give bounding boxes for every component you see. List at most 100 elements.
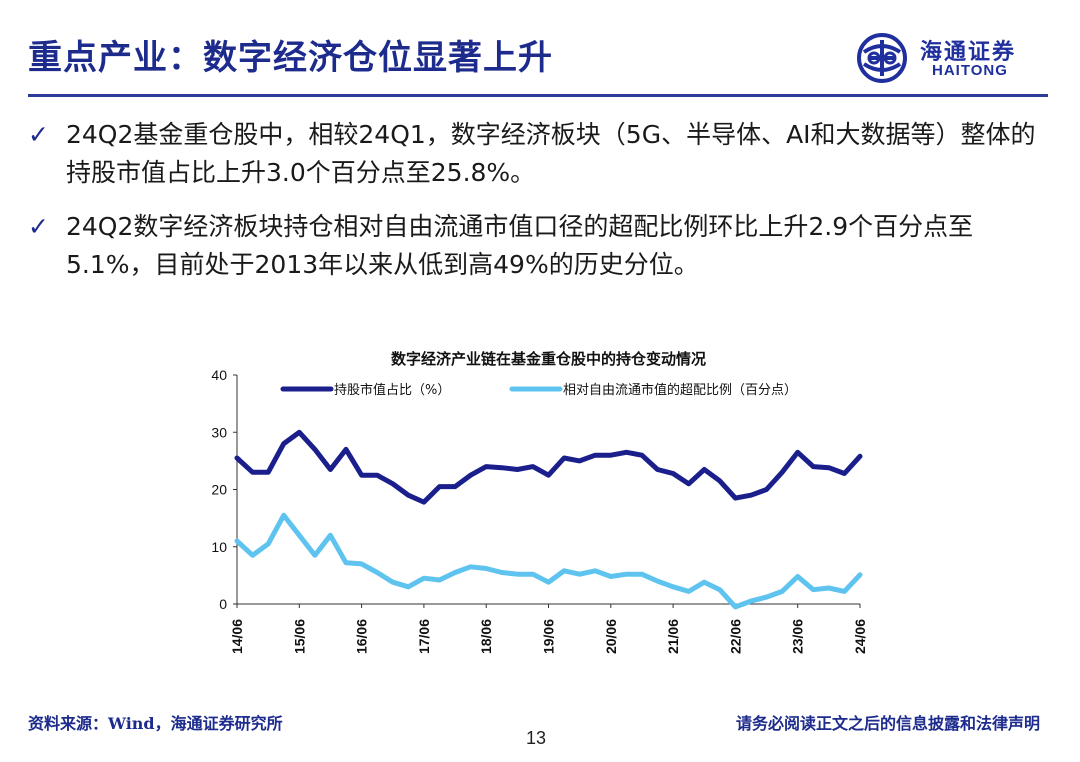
bullet-text: 24Q2数字经济板块持仓相对自由流通市值口径的超配比例环比上升2.9个百分点至5…	[66, 212, 974, 279]
data-point-series-1	[344, 447, 348, 452]
series-line-2	[234, 512, 863, 610]
series-line-1	[234, 429, 863, 505]
page-number: 13	[526, 728, 547, 748]
page-title: 重点产业：数字经济仓位显著上升	[28, 38, 553, 78]
data-point-series-2	[624, 572, 628, 576]
data-point-series-1	[811, 465, 815, 469]
data-point-series-2	[266, 542, 270, 546]
data-point-series-1	[484, 465, 488, 469]
legend-label-1: 持股市值占比（%）	[334, 382, 450, 398]
data-point-series-1	[437, 485, 442, 489]
data-point-series-1	[391, 482, 395, 486]
data-point-series-2	[702, 580, 706, 584]
data-point-series-2	[313, 553, 317, 557]
y-tick-label: 40	[211, 367, 227, 383]
data-point-series-1	[515, 467, 519, 472]
data-point-series-1	[266, 470, 270, 474]
data-point-series-1	[297, 430, 301, 434]
data-point-series-1	[313, 447, 317, 452]
data-point-series-2	[531, 572, 535, 576]
data-point-series-1	[671, 471, 675, 476]
data-point-series-1	[469, 473, 473, 477]
data-point-series-2	[437, 578, 442, 582]
data-point-series-2	[515, 572, 519, 576]
data-point-series-1	[842, 471, 847, 476]
data-point-series-2	[640, 572, 644, 576]
checkmark-icon: ✓	[28, 120, 49, 149]
data-point-series-1	[640, 453, 644, 457]
data-point-series-1	[531, 465, 535, 469]
data-point-series-1	[702, 467, 706, 472]
header-divider	[28, 94, 1048, 97]
data-point-series-1	[282, 442, 286, 446]
chart-title: 数字经济产业链在基金重仓股中的持仓变动情况	[391, 350, 706, 368]
data-point-series-2	[687, 589, 691, 594]
data-point-series-1	[422, 500, 426, 504]
data-point-series-1	[733, 496, 738, 500]
bullet-text: 24Q2基金重仓股中，相较24Q1，数字经济板块（5G、半导体、AI和大数据等）…	[66, 120, 1036, 187]
data-point-series-1	[827, 466, 831, 470]
data-point-series-1	[796, 450, 800, 454]
data-point-series-2	[250, 553, 255, 557]
data-point-series-2	[422, 576, 426, 580]
x-tick-label: 23/06	[790, 619, 806, 654]
data-point-series-1	[235, 456, 239, 460]
data-point-series-2	[469, 565, 473, 569]
x-tick-label: 14/06	[229, 619, 245, 654]
data-point-series-2	[546, 580, 551, 584]
data-point-series-2	[578, 572, 582, 576]
data-point-series-1	[858, 454, 862, 458]
data-point-series-2	[671, 585, 675, 589]
y-tick-label: 20	[211, 482, 227, 498]
x-tick-label: 24/06	[852, 619, 868, 654]
data-point-series-2	[328, 533, 333, 537]
data-point-series-1	[609, 453, 613, 457]
x-tick-label: 22/06	[727, 619, 743, 654]
data-point-series-1	[624, 450, 628, 454]
y-tick-label: 0	[219, 596, 227, 612]
source-note: 资料来源：Wind，海通证券研究所	[28, 714, 283, 733]
data-point-series-2	[733, 605, 738, 609]
data-point-series-1	[360, 473, 364, 477]
data-point-series-1	[687, 482, 691, 486]
data-point-series-2	[780, 589, 784, 594]
data-point-series-2	[609, 574, 613, 579]
data-point-series-1	[562, 456, 566, 460]
y-tick-label: 10	[211, 539, 227, 555]
x-tick-label: 17/06	[416, 619, 432, 654]
data-point-series-1	[780, 470, 784, 474]
data-point-series-1	[578, 459, 582, 463]
legend-label-2: 相对自由流通市值的超配比例（百分点）	[563, 382, 797, 398]
data-point-series-1	[749, 493, 753, 497]
x-tick-label: 20/06	[603, 619, 619, 654]
logo-text-chinese: 海通证券	[920, 39, 1017, 65]
disclaimer-note: 请务必阅读正文之后的信息披露和法律声明	[735, 714, 1040, 733]
data-point-series-2	[406, 585, 410, 589]
x-tick-label: 21/06	[665, 619, 681, 654]
data-point-series-2	[344, 561, 348, 565]
data-point-series-2	[593, 569, 597, 573]
bullet-point-2: ✓ 24Q2数字经济板块持仓相对自由流通市值口径的超配比例环比上升2.9个百分点…	[28, 208, 1058, 284]
data-point-series-1	[453, 485, 457, 489]
x-tick-label: 16/06	[354, 619, 370, 654]
data-point-series-2	[562, 569, 566, 573]
data-point-series-2	[235, 539, 239, 543]
data-point-series-1	[375, 473, 379, 477]
data-point-series-2	[749, 599, 753, 603]
data-point-series-1	[718, 479, 722, 483]
data-point-series-2	[297, 533, 301, 537]
data-point-series-2	[453, 570, 457, 575]
data-point-series-1	[406, 493, 410, 497]
data-point-series-1	[593, 453, 597, 457]
data-point-series-2	[858, 573, 862, 577]
data-point-series-1	[655, 467, 660, 472]
data-point-series-2	[484, 566, 488, 571]
company-logo: 海通证券 HAITONG	[854, 32, 1044, 84]
data-point-series-2	[796, 574, 800, 579]
data-point-series-2	[827, 586, 831, 590]
data-point-series-2	[375, 570, 379, 575]
data-point-series-2	[282, 513, 286, 517]
checkmark-icon: ✓	[28, 212, 49, 241]
line-chart: 数字经济产业链在基金重仓股中的持仓变动情况 0 10 20 30 40 14/06 15/06…	[211, 350, 868, 654]
data-point-series-2	[811, 588, 815, 592]
